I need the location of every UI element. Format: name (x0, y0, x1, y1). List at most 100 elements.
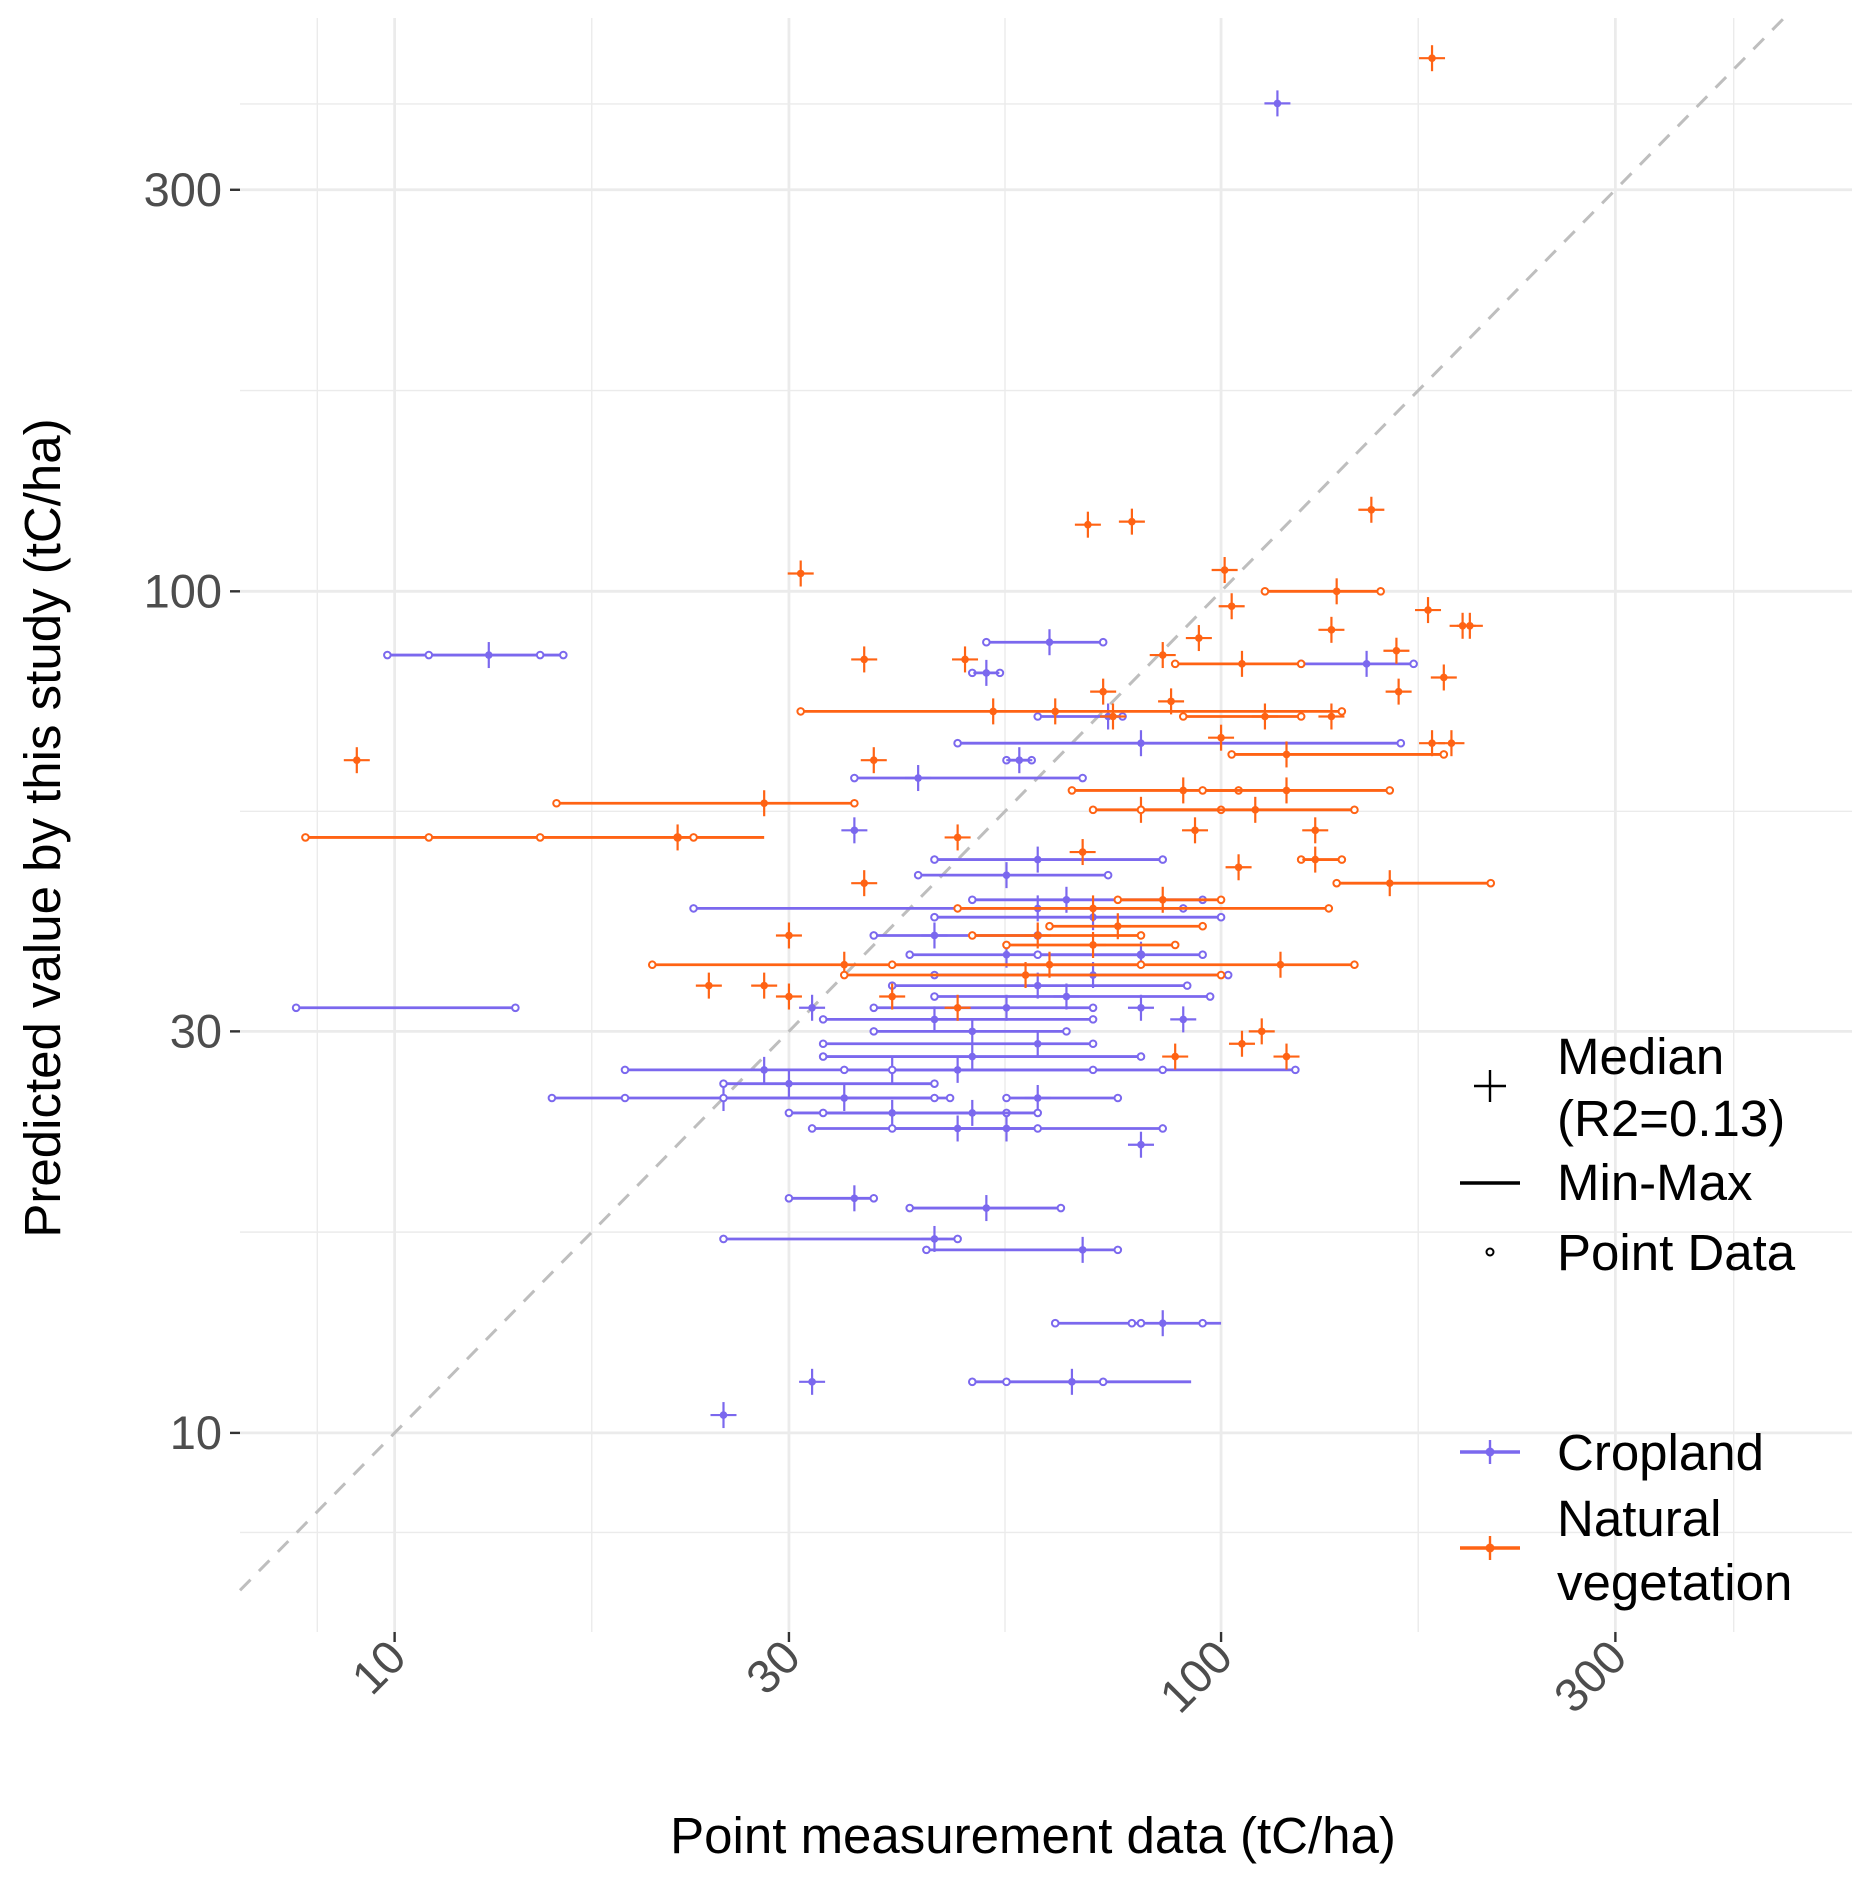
cropland-point-data (1396, 738, 1406, 748)
cropland-median-marker (850, 1194, 859, 1203)
natural-vegetation-median-marker (1084, 520, 1092, 529)
natural-vegetation-median-marker (1227, 602, 1236, 611)
y-tick-label: 100 (144, 564, 222, 617)
cropland-point-data (1088, 1039, 1098, 1049)
cropland-point-data (930, 992, 939, 1001)
natural-vegetation-point-data (1216, 970, 1226, 980)
cropland-median-marker (968, 1109, 977, 1117)
cropland-point-data (784, 1194, 794, 1203)
natural-vegetation-median-marker (1220, 566, 1229, 574)
natural-vegetation-median-marker (1238, 1039, 1246, 1048)
natural-vegetation-point-data (1324, 904, 1334, 913)
cropland-point-data (1113, 1245, 1123, 1255)
natural-vegetation-median-marker (888, 992, 896, 1001)
natural-vegetation-median-marker (1109, 712, 1117, 721)
cropland-point-data (719, 1234, 728, 1244)
cropland-point-data (1098, 637, 1108, 647)
cropland-median-marker (953, 1124, 962, 1133)
natural-vegetation-point-data (1296, 712, 1306, 721)
natural-vegetation-median-marker (1257, 1027, 1266, 1036)
cropland-median-marker (1062, 992, 1071, 1001)
natural-vegetation-median-marker (1367, 505, 1376, 514)
cropland-point-data (905, 1203, 915, 1213)
legend-cropland-label: Cropland (1557, 1424, 1764, 1481)
natural-vegetation-point-data (1178, 712, 1188, 721)
cropland-point-data (930, 912, 939, 922)
cropland-point-data (818, 1052, 828, 1061)
cropland-point-data (1158, 855, 1168, 864)
natural-vegetation-median-marker (1392, 646, 1401, 655)
cropland-point-data (967, 1377, 977, 1387)
cropland-point-data (689, 904, 698, 913)
natural-vegetation-median-marker (796, 569, 805, 578)
natural-vegetation-point-data (1113, 895, 1123, 905)
legend-median-label-line2: (R2=0.13) (1557, 1090, 1785, 1147)
natural-vegetation-median-marker (1114, 922, 1122, 931)
cropland-point-data (1098, 1377, 1108, 1387)
cropland-median-marker (1015, 756, 1024, 764)
cropland-point-data (1158, 1124, 1168, 1133)
natural-vegetation-point-data (424, 833, 434, 842)
cropland-median-marker (1158, 1319, 1167, 1328)
natural-vegetation-median-marker (1282, 1052, 1291, 1061)
natural-vegetation-median-marker (1282, 750, 1291, 759)
y-tick-label: 300 (144, 163, 222, 216)
natural-vegetation-point-data (1216, 895, 1226, 905)
cropland-point-data (818, 1015, 828, 1024)
cropland-point-data (953, 738, 962, 748)
cropland-point-data (784, 1108, 794, 1118)
natural-vegetation-median-marker (953, 1003, 962, 1012)
natural-vegetation-point-data (1337, 707, 1347, 716)
legend-point-key (1485, 1247, 1495, 1257)
cropland-median-marker (1137, 739, 1145, 747)
natural-vegetation-point-data (850, 798, 859, 808)
cropland-point-data (887, 1124, 897, 1133)
natural-vegetation-median-marker (1033, 931, 1042, 940)
cropland-point-data (1127, 1318, 1137, 1328)
cropland-point-data (945, 1093, 955, 1103)
legend-median-key (1474, 1070, 1506, 1102)
natural-vegetation-median-marker (869, 756, 878, 764)
cropland-median-marker (1002, 1003, 1011, 1012)
natural-vegetation-median-marker (1158, 651, 1167, 659)
natural-vegetation-median-marker (1238, 660, 1246, 668)
natural-vegetation-median-marker (785, 992, 793, 1001)
cropland-median-marker (840, 1094, 849, 1102)
cropland-median-marker (808, 1378, 816, 1386)
cropland-point-data (719, 1079, 728, 1088)
cropland-median-marker (850, 826, 859, 835)
y-tick-label: 30 (170, 1004, 222, 1057)
cropland-point-data (869, 1027, 879, 1036)
cropland-point-data (930, 1079, 939, 1088)
natural-vegetation-median-marker (1171, 1052, 1179, 1061)
natural-vegetation-point-data (796, 707, 806, 716)
cropland-point-data (869, 931, 879, 940)
data-marks (291, 45, 1496, 1429)
y-tick-label: 10 (170, 1406, 222, 1459)
natural-vegetation-median-marker (1167, 697, 1175, 706)
cropland-median-marker (1002, 950, 1011, 959)
legend-median-label-line1: Median (1557, 1028, 1724, 1085)
cropland-median-marker (719, 1411, 728, 1419)
natural-vegetation-median-marker (1234, 863, 1243, 872)
cropland-point-data (620, 1093, 630, 1103)
natural-vegetation-median-marker (1447, 739, 1456, 747)
cropland-median-marker (953, 1066, 962, 1074)
natural-vegetation-point-data (1198, 786, 1207, 795)
cropland-point-data (547, 1093, 557, 1103)
natural-vegetation-point-data (1337, 855, 1347, 864)
cropland-point-data (930, 1093, 939, 1103)
legend-natural-vegetation-label-line2: vegetation (1557, 1554, 1792, 1611)
cropland-point-data (1062, 1027, 1071, 1036)
cropland-point-data (1136, 1318, 1146, 1328)
cropland-point-data (1291, 1065, 1300, 1075)
natural-vegetation-median-marker (1440, 673, 1448, 682)
cropland-point-data (1103, 870, 1113, 880)
natural-vegetation-median-marker (1251, 806, 1260, 814)
natural-vegetation-point-data (552, 798, 561, 808)
natural-vegetation-median-marker (1276, 960, 1285, 969)
reference-line (238, 16, 1786, 1592)
cropland-point-data (1002, 1093, 1011, 1103)
cropland-median-marker (1033, 855, 1042, 864)
